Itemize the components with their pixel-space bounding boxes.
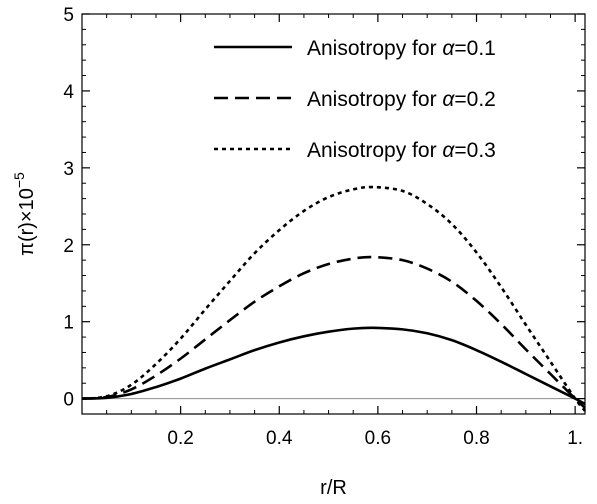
legend-label-value: =0.3	[454, 139, 495, 162]
x-tick-label: 0.2	[167, 428, 193, 449]
plot-frame	[81, 13, 586, 415]
x-axis-ticks: 0.2 0.4 0.6 0.8 1.	[106, 14, 583, 449]
y-tick-label: 1	[63, 313, 74, 334]
series-lines	[81, 185, 587, 412]
legend-label-prefix: Anisotropy for	[307, 139, 442, 162]
x-tick-label: 1.	[567, 428, 583, 449]
y-axis-title: π(r)×10−5	[11, 172, 38, 256]
y-axis-ticks: 0 1 2 3 4 5	[63, 5, 585, 415]
legend-label-prefix: Anisotropy for	[307, 88, 442, 111]
legend-label-alpha: α	[442, 37, 455, 60]
y-tick-label: 0	[63, 390, 74, 411]
series-line-2	[81, 255, 586, 409]
y-tick-label: 4	[63, 82, 74, 103]
x-tick-label: 0.4	[266, 428, 293, 449]
legend-label-1: Anisotropy for α=0.1	[307, 37, 496, 60]
x-tick-label: 0.6	[365, 428, 391, 449]
x-axis-title: r/R	[320, 477, 347, 499]
series-line-3	[81, 185, 587, 412]
x-tick-label: 0.8	[463, 428, 489, 449]
series-line-1	[81, 326, 586, 406]
legend-label-2: Anisotropy for α=0.2	[307, 88, 496, 111]
y-tick-label: 3	[63, 159, 74, 180]
y-tick-label: 5	[63, 5, 74, 26]
y-axis-title-exponent: −5	[11, 172, 27, 188]
legend-label-alpha: α	[442, 88, 455, 111]
legend-label-value: =0.1	[454, 37, 495, 60]
y-tick-label: 2	[63, 236, 74, 257]
legend-label-value: =0.2	[454, 88, 495, 111]
legend-label-alpha: α	[442, 139, 455, 162]
legend-label-prefix: Anisotropy for	[307, 37, 442, 60]
legend-label-3: Anisotropy for α=0.3	[307, 139, 496, 162]
y-axis-title-main: π(r)×10	[16, 188, 38, 256]
plot-border	[81, 13, 586, 415]
